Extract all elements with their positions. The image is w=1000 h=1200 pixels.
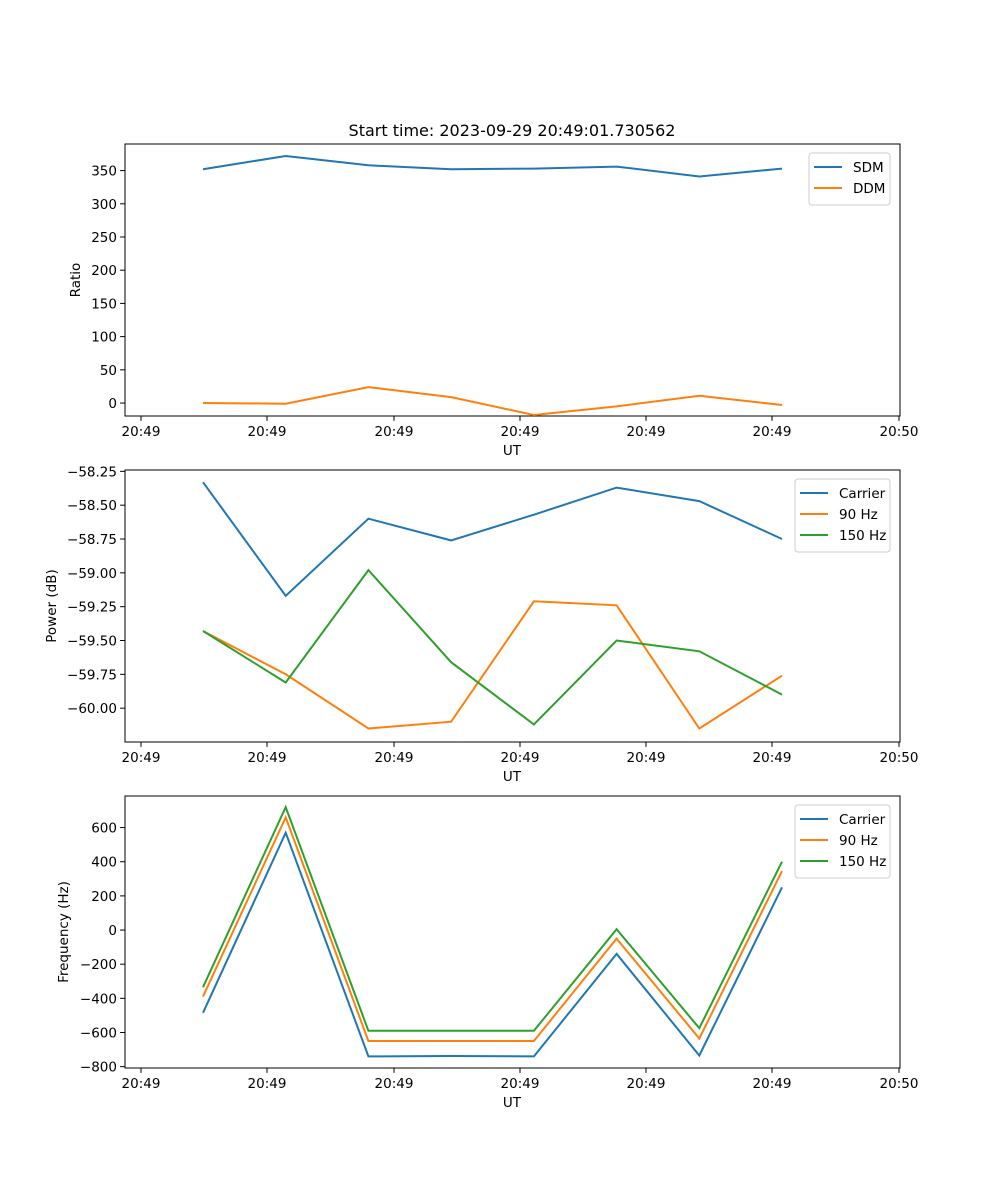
y-tick-label: −58.50 [67,498,117,514]
legend-box [794,804,891,879]
y-axis-label: Ratio [68,263,84,298]
x-axis-label: UT [503,769,522,785]
series-line-carrier [202,481,783,598]
series-line-90-hz [202,600,783,730]
y-tick-label: 150 [91,296,117,312]
x-axis-label: UT [503,443,522,459]
plot-frame [124,143,901,417]
legend-label: 90 Hz [839,507,878,523]
plot-frame [124,795,901,1069]
y-tick-label: 350 [91,164,117,180]
y-tick-label: 250 [91,230,117,246]
legend-label: 150 Hz [839,854,886,870]
plot-frame [124,469,901,743]
x-tick-label: 20:50 [880,750,919,766]
y-axis-label: Power (dB) [44,569,60,642]
x-tick-label: 20:49 [501,1076,540,1092]
legend-label: Carrier [839,812,886,828]
y-tick-label: −58.25 [67,464,117,480]
x-axis-label: UT [503,1095,522,1111]
x-tick-label: 20:49 [122,750,161,766]
x-tick-label: 20:50 [880,1076,919,1092]
x-tick-label: 20:49 [248,750,287,766]
x-tick-label: 20:49 [375,424,414,440]
legend-label: DDM [853,181,885,197]
y-tick-label: 200 [91,263,117,279]
x-tick-label: 20:49 [375,750,414,766]
y-tick-label: 200 [91,889,117,905]
y-tick-label: 50 [100,363,117,379]
chart-title: Start time: 2023-09-29 20:49:01.730562 [349,121,676,140]
y-tick-label: −200 [80,957,117,973]
x-tick-label: 20:49 [501,750,540,766]
series-line-150-hz [202,568,783,726]
legend: SDM DDM [808,152,891,206]
y-tick-label: −59.50 [67,634,117,650]
y-tick-label: −400 [80,991,117,1007]
y-tick-label: −59.75 [67,667,117,683]
x-tick-label: 20:49 [248,1076,287,1092]
legend-label: 150 Hz [839,528,886,544]
x-tick-label: 20:50 [880,424,919,440]
x-tick-label: 20:49 [122,1076,161,1092]
y-tick-label: −800 [80,1060,117,1076]
series-line-carrier [202,830,783,1058]
y-tick-label: 600 [91,821,117,837]
y-tick-label: −59.25 [67,600,117,616]
y-tick-label: −58.75 [67,532,117,548]
subplot-1: 20:4920:4920:4920:4920:4920:4920:5020:49… [68,121,919,459]
y-tick-label: 400 [91,855,117,871]
legend-label: SDM [853,160,884,176]
x-tick-label: 20:49 [753,750,792,766]
series-line-150-hz [202,804,783,1032]
x-tick-label: 20:49 [501,424,540,440]
x-tick-label: 20:49 [753,424,792,440]
x-tick-label: 20:49 [627,750,666,766]
series-line-sdm [202,154,783,178]
y-axis-label: Frequency (Hz) [56,881,72,983]
y-tick-label: 100 [91,330,117,346]
legend: Carrier 90 Hz 150 Hz [794,478,891,553]
x-tick-label: 20:49 [627,1076,666,1092]
x-tick-label: 20:49 [248,424,287,440]
legend: Carrier 90 Hz 150 Hz [794,804,891,879]
y-tick-label: −600 [80,1025,117,1041]
y-tick-label: 0 [108,923,117,939]
y-tick-label: 300 [91,197,117,213]
series-line-ddm [202,386,783,417]
y-tick-label: 0 [108,396,117,412]
x-tick-label: 20:49 [627,424,666,440]
x-tick-label: 20:49 [375,1076,414,1092]
subplot-2: 20:4920:4920:4920:4920:4920:4920:5020:49… [44,464,919,785]
y-tick-label: −60.00 [67,701,117,717]
legend-box [794,478,891,553]
series-line-90-hz [202,814,783,1042]
x-tick-label: 20:49 [122,424,161,440]
subplot-3: 20:4920:4920:4920:4920:4920:4920:5020:49… [56,795,919,1111]
y-tick-label: −59.00 [67,566,117,582]
legend-label: Carrier [839,486,886,502]
x-tick-label: 20:49 [753,1076,792,1092]
subplots: 20:49 20:49 20:49 20:49 20:49 20:49 20:50 20:49… [44,121,919,1111]
legend-label: 90 Hz [839,833,878,849]
